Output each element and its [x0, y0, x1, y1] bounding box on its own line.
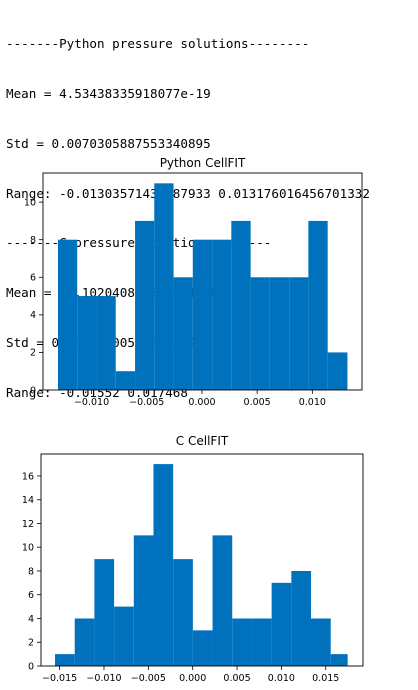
y-tick-label: 6: [30, 273, 36, 284]
histogram-bar: [311, 618, 331, 666]
chart-title: Python CellFIT: [160, 156, 246, 170]
output-line: Mean = 4.53438335918077e-19: [6, 85, 211, 101]
histogram-bar: [154, 183, 174, 390]
x-tick-label: 0.010: [268, 673, 295, 684]
x-tick-label: 0.005: [244, 397, 271, 408]
histogram-bar: [192, 239, 213, 390]
y-tick-label: 2: [30, 348, 36, 359]
y-tick-label: 14: [22, 495, 34, 506]
python-histogram: Python CellFIT −0.010 −0.005 0.000 0.005 0.01…: [24, 156, 363, 408]
histogram-bar: [94, 559, 115, 666]
y-tick-label: 2: [28, 638, 34, 649]
x-tick-label: −0.005: [129, 397, 164, 408]
histogram-bar: [308, 220, 328, 390]
y-tick-label: 8: [30, 235, 36, 246]
histogram-bar: [250, 277, 270, 390]
x-tick-label: −0.010: [86, 673, 121, 684]
y-tick-label: 0: [30, 385, 36, 396]
histogram-bar: [251, 618, 272, 666]
histogram-bar: [231, 220, 251, 390]
x-tick-label: 0.005: [223, 673, 250, 684]
x-tick-label: −0.005: [131, 673, 166, 684]
histogram-bar: [74, 618, 95, 666]
histogram-bar: [77, 296, 97, 390]
histogram-bar: [173, 277, 193, 390]
histogram-bar: [192, 630, 213, 666]
histogram-bar: [289, 277, 309, 390]
y-tick-label: 8: [28, 566, 34, 577]
axes-frame: [40, 453, 364, 667]
histogram-bar: [133, 535, 154, 666]
histogram-bar: [135, 220, 155, 390]
histogram-bar: [114, 606, 134, 666]
y-tick-label: 4: [30, 310, 36, 321]
histogram-bar: [153, 464, 174, 666]
histogram-bar: [58, 239, 78, 390]
x-tick-label: 0.015: [312, 673, 339, 684]
y-tick-label: 16: [22, 471, 34, 482]
histogram-bar: [212, 239, 232, 390]
y-tick-label: 4: [28, 614, 34, 625]
histogram-bar: [96, 296, 116, 390]
histogram-bar: [173, 559, 193, 666]
x-tick-label: −0.015: [42, 673, 77, 684]
histogram-bar: [330, 654, 348, 666]
y-tick-label: 10: [22, 543, 34, 554]
axes-frame: [42, 172, 363, 391]
y-tick-label: 0: [28, 661, 34, 672]
x-tick-label: 0.010: [299, 397, 326, 408]
histogram-bar: [55, 654, 75, 666]
x-tick-label: −0.010: [74, 397, 109, 408]
histogram-bar: [269, 277, 290, 390]
y-tick-label: 6: [28, 590, 34, 601]
histogram-bar: [212, 535, 233, 666]
chart-title: C CellFIT: [176, 434, 229, 448]
c-histogram: C CellFIT −0.015 −0.010 −0.005 0.000 0.005 0.0…: [22, 434, 364, 684]
output-line: Std = 0.0070305887553340895: [6, 135, 211, 151]
histogram-bar: [327, 352, 348, 390]
histogram-bar: [232, 618, 252, 666]
histogram-bar: [291, 570, 312, 666]
histogram-bar: [271, 582, 292, 666]
y-tick-label: 10: [24, 197, 36, 208]
x-tick-label: 0.000: [179, 673, 206, 684]
x-tick-label: 0.000: [188, 397, 215, 408]
y-tick-label: 12: [22, 519, 34, 530]
output-line: -------Python pressure solutions--------: [6, 36, 310, 52]
histogram-bar: [115, 371, 136, 390]
